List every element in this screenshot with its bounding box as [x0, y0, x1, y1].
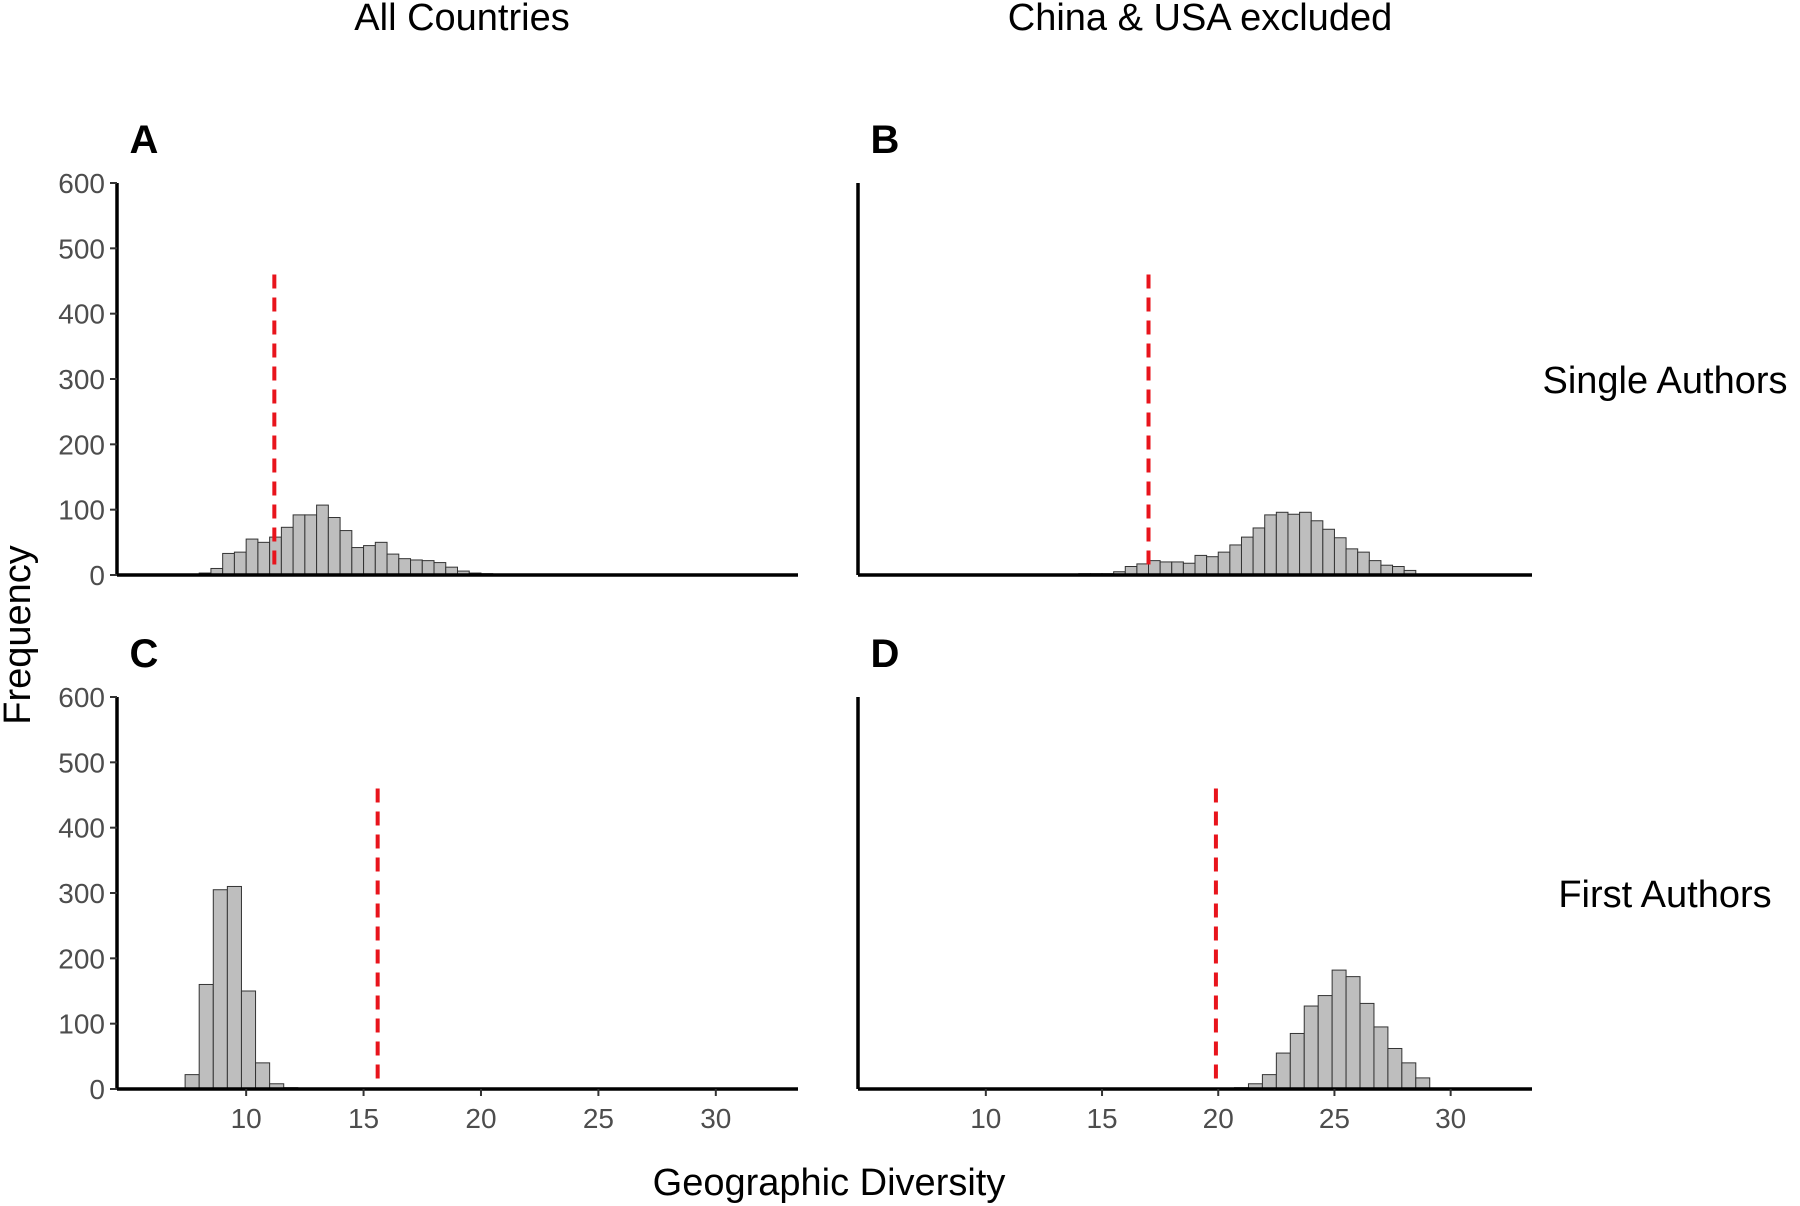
y-tick-label: 400 — [58, 299, 105, 330]
x-tick-label: 25 — [1319, 1103, 1350, 1134]
y-tick-label: 100 — [58, 1009, 105, 1040]
histogram-bar — [363, 545, 376, 576]
x-tick-label: 15 — [348, 1103, 379, 1134]
histogram-bar — [1275, 511, 1289, 576]
y-tick-label: 300 — [58, 878, 105, 909]
histogram-bar — [374, 541, 388, 576]
y-tick-label: 0 — [89, 560, 105, 591]
histogram-bar — [1240, 536, 1254, 576]
y-tick-label: 500 — [58, 233, 105, 264]
histogram-bar — [351, 547, 365, 576]
panel-letter-a: A — [130, 118, 159, 162]
x-tick-label: 30 — [1435, 1103, 1466, 1134]
histogram-bar — [1373, 1026, 1389, 1090]
histogram-bar — [1182, 562, 1196, 576]
panel-b: B — [856, 118, 1532, 577]
y-tick-label: 200 — [58, 943, 105, 974]
histogram-bar — [1159, 561, 1173, 576]
histogram-bar — [398, 558, 412, 576]
y-axis-title: Frequency — [0, 545, 39, 725]
histogram-bar — [1229, 544, 1242, 576]
histogram-bar — [1317, 995, 1333, 1090]
histogram-bar — [316, 504, 329, 576]
histogram-bar — [1359, 1002, 1375, 1090]
histogram-bar — [433, 562, 447, 576]
histogram-bar — [198, 983, 214, 1090]
histogram-bar — [1368, 560, 1382, 576]
panel-d: D 10 15 20 25 30 — [856, 632, 1532, 1134]
panel-c: C 0 100 200 300 400 500 600 10 15 20 25 30 — [58, 632, 798, 1134]
histogram-bar — [1310, 520, 1324, 576]
histogram-bar — [410, 559, 423, 576]
histogram-bar — [257, 541, 271, 576]
histogram-bar — [1387, 1047, 1403, 1090]
column-title-all-countries: All Countries — [354, 0, 569, 39]
y-tick-label: 200 — [58, 429, 105, 460]
histogram-bar — [1331, 969, 1347, 1090]
y-tick-label: 600 — [58, 168, 105, 199]
x-axis-title: Geographic Diversity — [653, 1162, 1006, 1204]
y-tick-label: 400 — [58, 813, 105, 844]
y-tick-label: 500 — [58, 747, 105, 778]
histogram-bar — [1345, 976, 1361, 1090]
histogram-bar — [184, 1074, 200, 1090]
histogram-bar — [1206, 556, 1219, 576]
column-title-china-usa-excluded: China & USA excluded — [1008, 0, 1392, 39]
histogram-bar — [245, 538, 259, 576]
x-tick-label: 30 — [700, 1103, 731, 1134]
histogram-bar — [1345, 548, 1359, 576]
histogram-bar — [292, 514, 306, 576]
x-tick-label: 10 — [970, 1103, 1001, 1134]
y-tick-label: 100 — [58, 495, 105, 526]
y-tick-label: 0 — [89, 1074, 105, 1105]
histogram-bar — [1401, 1062, 1417, 1090]
histogram-bar — [1299, 511, 1312, 576]
panel-letter-d: D — [871, 632, 900, 676]
x-tick-label: 25 — [583, 1103, 614, 1134]
histogram-bar — [233, 551, 247, 576]
panel-letter-b: B — [871, 118, 900, 162]
panel-letter-c: C — [130, 632, 159, 676]
histogram-bar — [1252, 527, 1266, 576]
row-title-single-authors: Single Authors — [1542, 360, 1787, 402]
histogram-bar — [339, 530, 353, 576]
x-tick-label: 20 — [1203, 1103, 1234, 1134]
histogram-bar — [304, 514, 318, 576]
histogram-bar — [1217, 551, 1231, 576]
x-tick-label: 15 — [1086, 1103, 1117, 1134]
histogram-bar — [1333, 537, 1347, 576]
histogram-bar — [280, 526, 294, 576]
histogram-bar — [222, 552, 235, 576]
histogram-bar — [1261, 1074, 1277, 1090]
histogram-bar — [1194, 554, 1208, 576]
histogram-bar — [1289, 1032, 1305, 1090]
x-tick-label: 10 — [231, 1103, 262, 1134]
histogram-bar — [1264, 514, 1277, 576]
histogram-bar — [255, 1062, 271, 1090]
histogram-bar — [1322, 528, 1335, 576]
x-tick-label: 20 — [465, 1103, 496, 1134]
histogram-bar — [1275, 1052, 1291, 1090]
histogram-bar — [212, 889, 228, 1090]
panels-layer: A 0 100 200 300 400 500 600 B C 0 100 200 300 400 500 60… — [58, 118, 1532, 1134]
histogram-bar — [240, 990, 257, 1090]
histogram-bar — [421, 560, 435, 576]
y-tick-label: 300 — [58, 364, 105, 395]
y-tick-label: 600 — [58, 682, 105, 713]
histogram-bar — [1303, 1005, 1319, 1090]
panel-a: A 0 100 200 300 400 500 600 — [58, 118, 798, 591]
histogram-bar — [1171, 561, 1184, 576]
histogram-bar — [1287, 513, 1301, 576]
histogram-bar — [226, 885, 242, 1090]
histogram-bar — [327, 517, 341, 576]
histogram-bar — [386, 553, 400, 576]
row-title-first-authors: First Authors — [1558, 874, 1771, 916]
histogram-bar — [1357, 551, 1370, 576]
